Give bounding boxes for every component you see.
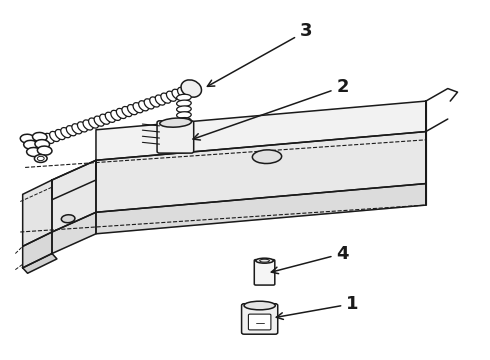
Ellipse shape [172,89,182,99]
Polygon shape [96,184,426,234]
Polygon shape [23,180,52,246]
Ellipse shape [181,80,201,97]
Ellipse shape [83,120,93,130]
Ellipse shape [49,131,60,141]
Polygon shape [52,212,96,253]
Ellipse shape [105,112,115,122]
Ellipse shape [139,101,148,111]
Ellipse shape [183,85,193,95]
Ellipse shape [189,84,199,94]
Text: 1: 1 [276,295,359,319]
FancyBboxPatch shape [248,314,271,330]
Ellipse shape [34,154,47,162]
Ellipse shape [37,146,52,155]
Ellipse shape [26,148,41,157]
Ellipse shape [39,135,49,145]
Ellipse shape [176,100,191,107]
Ellipse shape [20,134,35,143]
Ellipse shape [127,104,138,115]
Text: 3: 3 [207,22,312,86]
Ellipse shape [94,116,104,126]
Ellipse shape [144,99,154,109]
Ellipse shape [244,301,275,310]
Ellipse shape [27,139,38,149]
FancyBboxPatch shape [242,304,278,334]
Polygon shape [52,160,96,232]
Ellipse shape [55,130,65,140]
FancyBboxPatch shape [157,121,194,153]
Ellipse shape [32,132,47,141]
Ellipse shape [61,215,75,223]
Ellipse shape [44,133,54,143]
Ellipse shape [61,127,71,138]
FancyBboxPatch shape [254,260,275,285]
Ellipse shape [176,118,191,124]
Ellipse shape [99,114,110,124]
Ellipse shape [176,94,191,101]
Polygon shape [23,232,52,268]
Ellipse shape [116,108,126,118]
Ellipse shape [256,258,273,263]
Ellipse shape [252,150,282,163]
Ellipse shape [72,124,82,134]
Ellipse shape [89,118,98,128]
Ellipse shape [33,137,43,147]
Polygon shape [23,253,57,273]
Ellipse shape [66,126,76,136]
Ellipse shape [77,122,88,132]
Ellipse shape [150,97,160,107]
Ellipse shape [155,95,166,105]
Polygon shape [96,132,426,212]
Text: 4: 4 [271,244,349,274]
Text: 2: 2 [193,78,349,140]
Ellipse shape [161,93,171,103]
Ellipse shape [176,112,191,118]
Ellipse shape [35,140,49,149]
Ellipse shape [167,91,176,101]
Ellipse shape [24,140,38,149]
Ellipse shape [133,103,143,113]
Polygon shape [52,160,96,200]
Polygon shape [96,101,426,160]
Ellipse shape [177,87,188,98]
Ellipse shape [122,107,132,117]
Ellipse shape [111,110,121,121]
Ellipse shape [160,118,192,127]
Ellipse shape [176,106,191,112]
